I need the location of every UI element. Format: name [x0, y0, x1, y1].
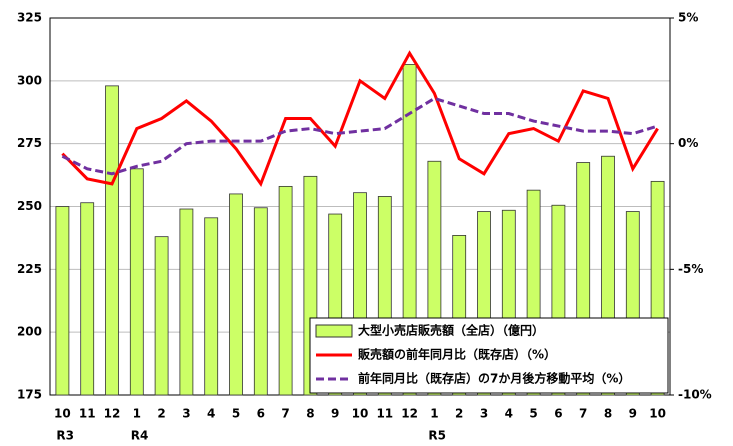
- x-tick-label: 3: [480, 407, 488, 421]
- x-group-label: R4: [131, 429, 149, 443]
- y-tick-label: 250: [17, 199, 42, 213]
- bar: [55, 206, 70, 396]
- x-tick-label: 11: [79, 407, 96, 421]
- y-tick-label: 275: [17, 136, 42, 150]
- legend-swatch: [315, 324, 353, 338]
- bar: [154, 236, 169, 396]
- x-tick-label: 6: [554, 407, 562, 421]
- bar: [253, 207, 268, 396]
- bar: [402, 64, 417, 396]
- x-tick-label: 12: [104, 407, 121, 421]
- y-tick-label: 300: [17, 73, 42, 87]
- legend-label: 販売額の前年同月比（既存店）（%）: [358, 347, 556, 362]
- x-tick-label: 2: [455, 407, 463, 421]
- bar: [278, 185, 293, 396]
- bar: [105, 85, 119, 396]
- y2-tick-label: -10%: [678, 388, 712, 402]
- x-tick-label: 10: [649, 407, 666, 421]
- x-tick-label: 4: [505, 407, 513, 421]
- bar: [204, 217, 219, 396]
- x-tick-label: 8: [306, 407, 314, 421]
- line: [61, 96, 659, 176]
- y2-tick-label: 5%: [678, 11, 698, 25]
- x-tick-label: 7: [579, 407, 587, 421]
- y-tick-label: 175: [17, 388, 42, 402]
- legend-label: 大型小売店販売額（全店）（億円）: [358, 323, 544, 338]
- x-tick-label: 4: [207, 407, 215, 421]
- bar: [129, 168, 144, 396]
- x-tick-label: 2: [157, 407, 165, 421]
- x-tick-label: 7: [281, 407, 289, 421]
- y-tick-label: 200: [17, 325, 42, 339]
- legend-label: 前年同月比（既存店）の7か月後方移動平均（%）: [358, 371, 630, 386]
- y-tick-label: 325: [17, 11, 42, 25]
- x-tick-label: 11: [376, 407, 393, 421]
- y2-tick-label: -5%: [678, 262, 703, 276]
- bar: [80, 202, 95, 396]
- x-tick-label: 1: [430, 407, 438, 421]
- x-tick-label: 8: [604, 407, 612, 421]
- y2-tick-label: 0%: [678, 136, 698, 150]
- x-tick-label: 10: [352, 407, 369, 421]
- x-tick-label: 10: [54, 407, 71, 421]
- line: [61, 50, 659, 188]
- x-tick-label: 9: [629, 407, 637, 421]
- x-tick-label: 12: [401, 407, 418, 421]
- legend-box: [309, 317, 669, 394]
- x-tick-label: 5: [529, 407, 537, 421]
- x-group-label: R3: [56, 429, 74, 443]
- bar: [179, 208, 194, 396]
- x-tick-label: 5: [232, 407, 240, 421]
- x-tick-label: 3: [182, 407, 190, 421]
- x-group-label: R5: [428, 429, 446, 443]
- x-tick-label: 1: [133, 407, 141, 421]
- bar: [229, 193, 243, 396]
- y-tick-label: 225: [17, 262, 42, 276]
- x-tick-label: 6: [257, 407, 265, 421]
- x-tick-label: 9: [331, 407, 339, 421]
